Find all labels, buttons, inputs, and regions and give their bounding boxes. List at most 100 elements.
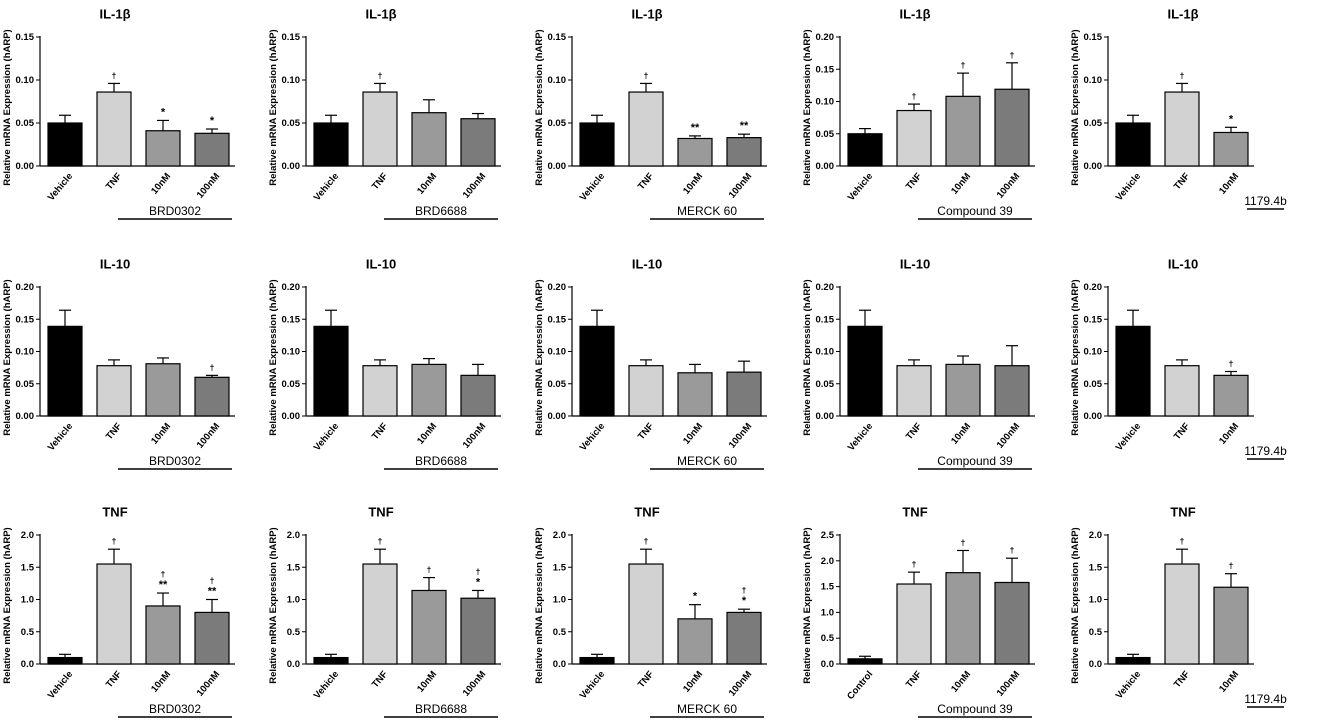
bar — [145, 363, 181, 417]
bar — [47, 325, 83, 417]
significance-mark: † — [742, 585, 747, 595]
significance-mark: † — [912, 91, 917, 101]
y-tick-label: 0.5 — [1089, 627, 1103, 638]
bar — [994, 365, 1030, 417]
y-tick-label: 0.0 — [1089, 659, 1102, 670]
compound-label: BRD6688 — [415, 454, 467, 468]
bar — [945, 95, 981, 167]
y-axis-label: Relative mRNA Expression (hARP) — [534, 29, 545, 185]
y-axis-label: Relative mRNA Expression (hARP) — [802, 29, 813, 185]
compound-label: BRD0302 — [149, 454, 201, 468]
y-axis-label: Relative mRNA Expression (hARP) — [534, 279, 545, 435]
y-tick-label: 0.5 — [287, 627, 301, 638]
bar — [726, 137, 762, 167]
y-tick-label: 0.20 — [548, 282, 567, 293]
bar — [1213, 374, 1249, 417]
significance-mark: * — [1229, 113, 1234, 125]
chart-title: IL-1β — [365, 7, 396, 22]
significance-mark: † — [476, 566, 481, 576]
bar — [411, 363, 447, 417]
compound-label: 1179.4b — [1244, 692, 1287, 706]
x-tick-label: Vehicle — [46, 421, 75, 453]
x-tick-label: TNF — [1172, 421, 1192, 442]
y-axis-label: Relative mRNA Expression (hARP) — [268, 29, 279, 185]
y-tick-label: 0.5 — [821, 633, 835, 644]
bar — [460, 118, 496, 167]
x-tick-label: 100nM — [727, 171, 754, 201]
bar — [145, 130, 181, 167]
significance-mark: † — [210, 576, 215, 586]
significance-mark: † — [112, 70, 117, 80]
x-tick-label: 10nM — [149, 669, 173, 695]
chart-title: TNF — [634, 505, 659, 520]
bar — [579, 656, 615, 665]
chart-title: IL-1β — [1167, 7, 1198, 22]
compound-label: MERCK 60 — [677, 454, 737, 468]
bar — [896, 365, 932, 417]
y-tick-label: 0.05 — [816, 379, 835, 390]
chart-panel: IL-10 Relative mRNA Expression (hARP) 0.00… — [534, 257, 767, 470]
x-tick-label: TNF — [636, 171, 656, 192]
bar — [1115, 325, 1151, 417]
y-tick-label: 0.15 — [1084, 314, 1103, 325]
x-tick-label: Vehicle — [578, 669, 607, 701]
x-tick-label: 10nM — [415, 421, 439, 447]
significance-mark: † — [644, 70, 649, 80]
y-tick-label: 0.00 — [548, 161, 567, 172]
significance-mark: ** — [208, 586, 217, 598]
bar — [579, 122, 615, 167]
x-tick-label: Vehicle — [846, 171, 875, 203]
bar — [411, 589, 447, 665]
y-tick-label: 0.15 — [282, 32, 301, 43]
x-tick-label: TNF — [636, 669, 656, 690]
chart-panel: IL-1β Relative mRNA Expression (hARP) 0.00… — [268, 7, 501, 220]
x-tick-label: Vehicle — [1114, 669, 1143, 701]
y-tick-label: 0.20 — [16, 282, 35, 293]
y-tick-label: 0.10 — [282, 75, 301, 86]
x-tick-label: 100nM — [727, 421, 754, 451]
y-tick-label: 0.20 — [816, 282, 835, 293]
y-tick-label: 0.15 — [816, 64, 835, 75]
significance-mark: † — [378, 70, 383, 80]
chart-panel: IL-10 Relative mRNA Expression (hARP) 0.00… — [268, 257, 501, 470]
y-tick-label: 1.5 — [21, 562, 35, 573]
chart-panel: TNF Relative mRNA Expression (hARP) 0.0 0.5… — [2, 505, 235, 718]
chart-panel: IL-1β Relative mRNA Expression (hARP) 0.00… — [2, 7, 235, 220]
x-tick-label: 10nM — [949, 171, 973, 197]
y-tick-label: 2.0 — [1089, 530, 1102, 541]
bar — [896, 583, 932, 665]
y-axis-label: Relative mRNA Expression (hARP) — [802, 279, 813, 435]
bar — [194, 376, 230, 417]
x-tick-label: 100nM — [195, 669, 222, 699]
y-tick-label: 0.10 — [548, 347, 567, 358]
chart-title: IL-10 — [100, 257, 130, 272]
y-tick-label: 0.05 — [282, 379, 301, 390]
y-tick-label: 0.15 — [16, 314, 35, 325]
y-tick-label: 0.15 — [1084, 32, 1103, 43]
y-tick-label: 0.20 — [282, 282, 301, 293]
x-tick-label: 100nM — [461, 669, 488, 699]
compound-label: BRD0302 — [149, 702, 201, 716]
x-tick-label: 10nM — [149, 421, 173, 447]
y-axis-label: Relative mRNA Expression (hARP) — [2, 279, 13, 435]
y-tick-label: 0.10 — [282, 347, 301, 358]
chart-title: IL-1β — [99, 7, 130, 22]
y-tick-label: 0.15 — [548, 32, 567, 43]
chart-title: TNF — [368, 505, 393, 520]
bar — [994, 88, 1030, 167]
chart-title: IL-1β — [899, 7, 930, 22]
chart-title: TNF — [902, 505, 927, 520]
y-tick-label: 0.05 — [1084, 379, 1103, 390]
y-tick-label: 0.10 — [816, 97, 835, 108]
bar — [1164, 563, 1200, 665]
x-tick-label: TNF — [1172, 171, 1192, 192]
bar — [847, 658, 883, 665]
bar — [677, 618, 713, 665]
y-tick-label: 1.0 — [21, 595, 34, 606]
compound-label: MERCK 60 — [677, 702, 737, 716]
x-tick-label: 100nM — [461, 421, 488, 451]
y-tick-label: 1.0 — [553, 595, 566, 606]
y-tick-label: 0.15 — [816, 314, 835, 325]
chart-title: IL-10 — [366, 257, 396, 272]
significance-mark: * — [161, 106, 166, 118]
